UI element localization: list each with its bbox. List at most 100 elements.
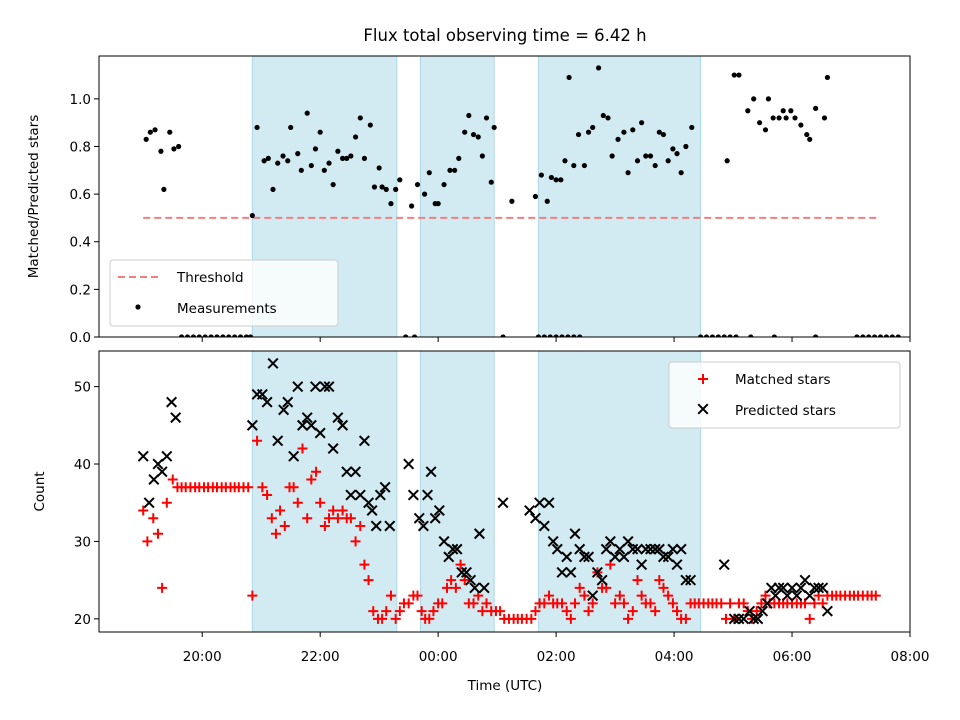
- count-panel: 20 30 40 50 20:00 22:00 00:00 02:00 04:00 06:00 08…: [32, 350, 929, 665]
- legend-threshold-label: Threshold: [176, 270, 244, 286]
- matched-point: [252, 435, 263, 446]
- measurement-point: [254, 124, 260, 131]
- predicted-point: [565, 566, 577, 578]
- x-tick-label: 00:00: [419, 649, 458, 665]
- measurement-point: [770, 115, 776, 121]
- measurement-point: [600, 112, 606, 119]
- measurement-point: [143, 136, 149, 142]
- measurement-point: [348, 153, 354, 159]
- chart-title: Flux total observing time = 6.42 h: [363, 26, 646, 45]
- matched-point: [288, 482, 299, 493]
- measurement-point: [558, 177, 564, 183]
- matched-point: [437, 598, 448, 609]
- measurement-point: [665, 158, 671, 164]
- y-axis-label: Matched/Predicted stars: [26, 115, 42, 278]
- matched-point: [368, 606, 379, 617]
- matched-point: [569, 598, 580, 609]
- measurement-point: [441, 181, 447, 188]
- predicted-point: [256, 388, 268, 400]
- matched-point: [574, 582, 585, 593]
- measurement-point: [403, 334, 409, 337]
- matched-point: [363, 575, 374, 586]
- matched-point: [428, 606, 439, 617]
- matched-point: [618, 598, 629, 609]
- matched-point: [450, 582, 461, 593]
- predicted-point: [752, 613, 764, 625]
- measurement-point: [462, 129, 468, 135]
- predicted-point: [137, 450, 149, 462]
- matched-point: [544, 590, 555, 601]
- y-tick-label: 0.2: [70, 282, 91, 298]
- measurement-point: [152, 127, 158, 133]
- matched-point: [870, 590, 881, 601]
- measurement-point: [409, 203, 415, 209]
- matched-point: [557, 598, 568, 609]
- measurement-point: [421, 191, 428, 197]
- matched-point: [459, 575, 470, 586]
- predicted-point: [821, 605, 833, 617]
- matched-point: [355, 520, 366, 531]
- x-tick-label: 02:00: [537, 649, 576, 665]
- predicted-point: [685, 574, 697, 586]
- predicted-point: [587, 590, 599, 602]
- measurement-point: [765, 96, 772, 102]
- y-tick-label: 20: [74, 612, 91, 628]
- measurement-point: [288, 124, 294, 131]
- matched-point: [583, 606, 594, 617]
- measurement-point: [792, 115, 798, 121]
- matched-point: [416, 606, 427, 617]
- measurement-point: [178, 334, 185, 337]
- predicted-point: [543, 497, 555, 509]
- measurement-point: [866, 334, 872, 337]
- measurement-point: [813, 105, 819, 111]
- predicted-point: [675, 543, 687, 555]
- matched-point: [645, 598, 656, 609]
- measurement-point: [771, 334, 777, 337]
- y-tick-label: 0.6: [70, 187, 91, 203]
- measurement-point: [379, 184, 385, 190]
- predicted-point: [363, 497, 375, 509]
- predicted-point: [456, 566, 468, 578]
- measurement-point: [751, 96, 757, 102]
- measurement-point: [727, 334, 733, 337]
- measurement-point: [889, 334, 895, 337]
- legend-matched-swatch: [698, 374, 708, 384]
- axes-frame: [98, 350, 911, 633]
- measurement-point: [883, 334, 890, 337]
- matched-point: [275, 505, 286, 516]
- predicted-point: [473, 528, 485, 540]
- measurement-point: [538, 172, 544, 178]
- matched-point: [394, 606, 405, 617]
- predicted-point: [161, 450, 173, 462]
- predicted-point: [417, 520, 429, 532]
- predicted-point: [556, 566, 568, 578]
- measurement-point: [625, 170, 631, 176]
- matched-point: [412, 590, 423, 601]
- measurement-point: [326, 160, 332, 166]
- measurement-point: [357, 115, 363, 121]
- matched-point: [315, 497, 326, 508]
- measurement-point: [860, 334, 866, 337]
- legend-matched-label: Matched stars: [735, 372, 831, 388]
- matched-point: [152, 528, 163, 539]
- measurement-point: [821, 115, 828, 121]
- y-axis-label: Count: [32, 471, 48, 511]
- measurement-point: [895, 334, 901, 337]
- measurement-point: [500, 334, 506, 337]
- measurement-point: [724, 158, 730, 164]
- predicted-point: [600, 543, 612, 555]
- measurement-point: [721, 334, 727, 337]
- predicted-point: [288, 450, 300, 462]
- predicted-point: [551, 543, 563, 555]
- predicted-point: [478, 582, 490, 594]
- predicted-point: [327, 443, 339, 455]
- measurement-point: [265, 155, 271, 161]
- predicted-point: [733, 613, 745, 625]
- measurement-point: [559, 334, 565, 337]
- measurement-point: [854, 334, 860, 337]
- x-tick-label: 20:00: [183, 649, 222, 665]
- matched-point: [350, 536, 361, 547]
- matched-point: [587, 598, 598, 609]
- predicted-point: [278, 404, 290, 416]
- matched-point: [495, 606, 506, 617]
